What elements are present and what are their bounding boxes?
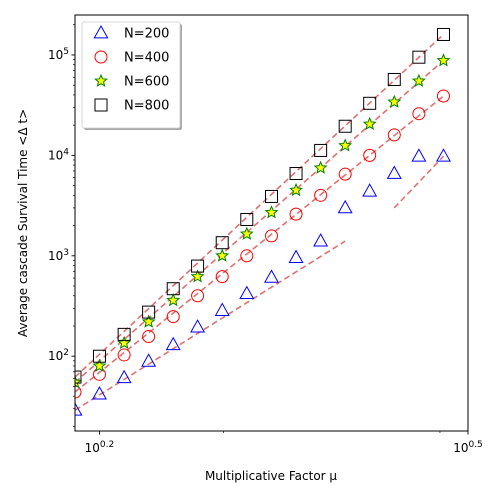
- point-n-800-5: [191, 259, 205, 273]
- legend-label-n-200: N=200: [124, 27, 169, 42]
- legend-label-n-400: N=400: [124, 51, 169, 66]
- point-n-400-8: [265, 229, 279, 243]
- point-n-200-5: [190, 319, 206, 333]
- point-n-400-10: [314, 188, 328, 202]
- point-n-600-2: [117, 335, 132, 350]
- point-n-400-0: [75, 385, 82, 399]
- point-n-400-11: [338, 167, 352, 181]
- plot-area: [75, 27, 451, 416]
- fit-line-n-600-0: [75, 59, 445, 383]
- point-n-400-14: [412, 107, 426, 121]
- point-n-400-3: [142, 330, 156, 344]
- point-n-600-3: [141, 314, 156, 328]
- y-tick-label-0: 102: [48, 348, 69, 363]
- point-n-600-15: [436, 53, 451, 67]
- y-tick-label-3: 105: [48, 47, 69, 62]
- point-n-400-15: [436, 89, 450, 103]
- point-n-200-8: [264, 269, 280, 283]
- point-n-200-3: [141, 353, 157, 367]
- point-n-200-15: [435, 148, 451, 162]
- point-n-800-6: [215, 236, 229, 250]
- point-n-400-13: [387, 128, 401, 142]
- point-n-400-4: [166, 310, 180, 324]
- y-tick-label-1: 103: [48, 248, 69, 263]
- legend-marker-n-200: [93, 24, 109, 39]
- legend-label-n-800: N=800: [124, 99, 169, 114]
- point-n-200-6: [214, 302, 230, 316]
- legend-marker-n-800: [94, 98, 108, 112]
- point-n-800-10: [314, 143, 328, 157]
- point-n-200-1: [91, 386, 107, 400]
- legend-label-n-600: N=600: [124, 75, 169, 90]
- point-n-600-8: [264, 205, 279, 219]
- point-n-400-7: [240, 249, 254, 263]
- point-n-600-11: [338, 138, 353, 152]
- point-n-800-8: [265, 189, 279, 203]
- legend-marker-n-600: [94, 73, 108, 87]
- point-n-200-10: [313, 233, 329, 247]
- x-tick-label-1: 100.5: [453, 440, 483, 455]
- point-n-600-7: [239, 226, 254, 240]
- x-tick-label-0: 100.2: [85, 440, 115, 455]
- point-n-600-5: [190, 269, 205, 283]
- axis-ticks: 102 103 104 105 100.2 100.5: [48, 24, 483, 455]
- point-n-800-7: [240, 212, 254, 226]
- y-axis-label: Average cascade Survival Time <Δ t>: [16, 109, 30, 337]
- point-n-400-5: [191, 289, 205, 303]
- plot-clip-group: [75, 27, 451, 416]
- point-n-400-2: [117, 348, 131, 362]
- point-n-800-13: [387, 72, 401, 86]
- point-n-600-6: [215, 248, 230, 262]
- point-n-800-9: [289, 166, 303, 180]
- point-n-600-9: [289, 182, 303, 197]
- point-n-200-2: [116, 369, 132, 384]
- point-n-800-3: [142, 305, 156, 319]
- point-n-800-2: [117, 327, 131, 341]
- point-n-600-12: [362, 116, 377, 130]
- point-n-600-13: [387, 94, 402, 108]
- point-n-600-4: [166, 293, 181, 307]
- legend-marker-n-400: [94, 50, 108, 64]
- point-n-200-11: [337, 199, 353, 214]
- point-n-200-4: [165, 336, 181, 351]
- plot-frame: [74, 14, 469, 432]
- point-n-600-0: [75, 374, 82, 389]
- point-n-800-14: [412, 50, 426, 64]
- x-axis-label: Multiplicative Factor μ: [205, 469, 337, 483]
- point-n-800-12: [363, 96, 377, 110]
- point-n-600-10: [313, 160, 328, 174]
- fit-line-n-200-1: [393, 155, 445, 209]
- point-n-200-14: [411, 148, 427, 162]
- fit-line-n-800-0: [75, 33, 445, 378]
- point-n-600-1: [92, 358, 107, 372]
- point-n-200-13: [386, 165, 402, 179]
- point-n-200-9: [288, 249, 304, 263]
- point-n-400-1: [92, 367, 106, 381]
- point-n-200-12: [362, 183, 378, 197]
- point-n-400-9: [289, 207, 303, 221]
- point-n-800-15: [436, 27, 450, 41]
- point-n-800-1: [92, 349, 106, 363]
- point-n-400-12: [363, 148, 377, 162]
- point-n-800-0: [75, 370, 82, 384]
- legend: N=200 N=400 N=600 N=800: [81, 21, 182, 130]
- fit-line-n-200-0: [75, 240, 346, 411]
- point-n-800-11: [338, 119, 352, 133]
- point-n-200-0: [75, 402, 83, 416]
- y-tick-label-2: 104: [48, 147, 69, 162]
- point-n-200-7: [239, 285, 255, 300]
- point-n-600-14: [411, 73, 426, 87]
- point-n-400-6: [215, 270, 229, 284]
- point-n-800-4: [166, 282, 180, 296]
- fit-line-n-400-0: [75, 95, 444, 393]
